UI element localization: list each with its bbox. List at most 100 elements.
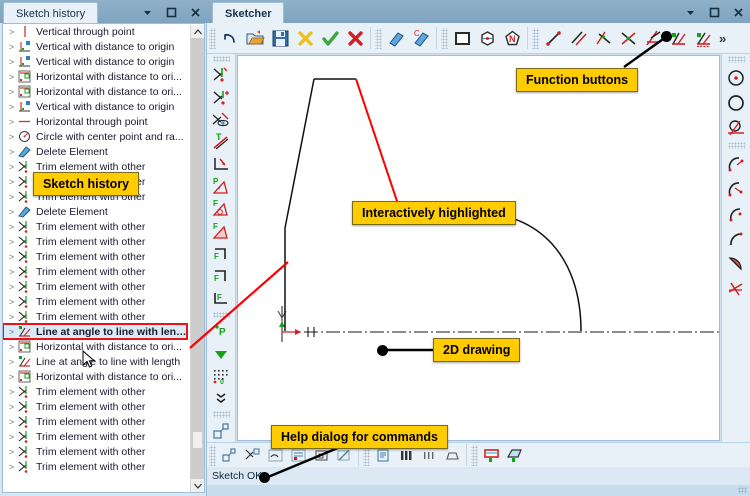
bars-tool[interactable]	[395, 444, 418, 466]
collapse-tool[interactable]	[209, 387, 234, 409]
expand-arrow-icon[interactable]: >	[8, 341, 15, 352]
eraser-button[interactable]	[384, 26, 409, 51]
expand-arrow-icon[interactable]: >	[8, 431, 15, 442]
history-row[interactable]: > Delete Element	[3, 204, 189, 219]
left-toolbar-grip-3[interactable]	[212, 411, 230, 418]
expand-arrow-icon[interactable]: >	[8, 206, 15, 217]
history-row[interactable]: > Line at angle to line with length	[3, 354, 189, 369]
history-row[interactable]: >Trim element with other	[3, 414, 189, 429]
trim-element-other-tool[interactable]	[209, 87, 234, 109]
angle-dim-tool[interactable]: F	[209, 221, 234, 243]
history-row[interactable]: > Horizontal with distance to ori...	[3, 369, 189, 384]
circle-center-tool[interactable]	[724, 65, 749, 90]
rectangle-select-tool[interactable]	[218, 444, 241, 466]
mirror-tool[interactable]	[333, 444, 356, 466]
circle-tangent-tool[interactable]	[724, 115, 749, 140]
expand-arrow-icon[interactable]: >	[8, 386, 15, 397]
history-row[interactable]: >Trim element with other	[3, 279, 189, 294]
history-row[interactable]: > Vertical with distance to origin	[3, 99, 189, 114]
expand-arrow-icon[interactable]: >	[8, 356, 15, 367]
line-through-point-button[interactable]	[591, 26, 616, 51]
sketch-canvas[interactable]	[237, 55, 720, 441]
view-iso-tool[interactable]	[503, 444, 526, 466]
sketcher-dropdown-arrow-icon[interactable]	[683, 5, 698, 20]
history-row[interactable]: > Horizontal with distance to ori...	[3, 339, 189, 354]
corner-tool[interactable]	[209, 154, 234, 176]
history-row[interactable]: > Delete Element	[3, 144, 189, 159]
expand-arrow-icon[interactable]: >	[8, 116, 15, 127]
history-row[interactable]: >Trim element with other	[3, 234, 189, 249]
expand-arrow-icon[interactable]: >	[8, 251, 15, 262]
expand-arrow-icon[interactable]: >	[8, 236, 15, 247]
history-row[interactable]: >Trim element with other	[3, 249, 189, 264]
toolbar-grip-4[interactable]	[532, 27, 539, 49]
resize-grip[interactable]	[738, 487, 747, 494]
toolbar-grip-3[interactable]	[441, 27, 448, 49]
history-row[interactable]: > Horizontal through point	[3, 114, 189, 129]
expand-arrow-icon[interactable]: >	[8, 26, 15, 37]
expand-arrow-icon[interactable]: >	[8, 401, 15, 412]
expand-arrow-icon[interactable]: >	[8, 146, 15, 157]
expand-arrow-icon[interactable]: >	[8, 86, 15, 97]
bottom-toolbar-grip[interactable]	[209, 444, 216, 466]
arc-sector-tool[interactable]	[724, 251, 749, 276]
scroll-up-icon[interactable]	[191, 25, 204, 38]
fix-corner-alt-tool[interactable]: F	[209, 265, 234, 287]
sketcher-close-icon[interactable]	[731, 5, 746, 20]
trim-multiple-tool[interactable]	[209, 109, 234, 131]
arc-endpoint-tool[interactable]	[724, 201, 749, 226]
history-row[interactable]: >Trim element with other	[3, 459, 189, 474]
history-row[interactable]: > Vertical with distance to origin	[3, 39, 189, 54]
history-row[interactable]: >Trim element with other	[3, 444, 189, 459]
history-row[interactable]: > Horizontal with distance to ori...	[3, 69, 189, 84]
history-dropdown-arrow-icon[interactable]	[140, 5, 155, 20]
history-row[interactable]: >Trim element with other	[3, 174, 189, 189]
history-row-selected[interactable]: > Line at angle to line with length	[3, 323, 188, 340]
expand-arrow-icon[interactable]: >	[8, 296, 15, 307]
arc-center-tool[interactable]	[724, 151, 749, 176]
line-intersection-button[interactable]	[616, 26, 641, 51]
history-row[interactable]: > Vertical with distance to origin	[3, 54, 189, 69]
columns-tool[interactable]	[418, 444, 441, 466]
scrollbar-thumb[interactable]	[192, 431, 203, 449]
expand-arrow-icon[interactable]: >	[8, 266, 15, 277]
right-toolbar-grip-2[interactable]	[727, 142, 745, 149]
line-angle-button[interactable]	[641, 26, 666, 51]
rectangle-button[interactable]	[450, 26, 475, 51]
shape-tool[interactable]	[441, 444, 464, 466]
dropdown-tool[interactable]	[209, 342, 234, 364]
expand-arrow-icon[interactable]: >	[8, 311, 15, 322]
sketcher-tab[interactable]: Sketcher	[212, 2, 285, 24]
cancel-button[interactable]	[293, 26, 318, 51]
line-angle-length-button[interactable]	[691, 26, 716, 51]
expand-arrow-icon[interactable]: >	[8, 221, 15, 232]
bottom-toolbar-grip-3[interactable]	[471, 444, 478, 466]
undo-button[interactable]	[218, 26, 243, 51]
history-row[interactable]: >Trim element with other	[3, 219, 189, 234]
history-row[interactable]: >Trim element with other	[3, 294, 189, 309]
accept-button[interactable]	[318, 26, 343, 51]
history-row[interactable]: >Trim element with other	[3, 189, 189, 204]
expand-arrow-icon[interactable]: >	[8, 371, 15, 382]
expand-arrow-icon[interactable]: >	[8, 101, 15, 112]
history-row[interactable]: >Trim element with other	[3, 159, 189, 174]
expand-arrow-icon[interactable]: >	[8, 446, 15, 457]
toolbar-grip[interactable]	[209, 27, 216, 49]
history-row[interactable]: >Trim element with other	[3, 309, 189, 324]
angle-fix-tool[interactable]: F	[209, 198, 234, 220]
history-row[interactable]: > Vertical through point	[3, 24, 189, 39]
open-button[interactable]	[243, 26, 268, 51]
expand-arrow-icon[interactable]: >	[8, 71, 15, 82]
parallel-line-button[interactable]	[566, 26, 591, 51]
page-tool[interactable]	[372, 444, 395, 466]
arc-3point-tool[interactable]	[724, 176, 749, 201]
toolbar-grip-2[interactable]	[375, 27, 382, 49]
grid-tool[interactable]: 0	[209, 365, 234, 387]
tangent-line-tool[interactable]: T	[209, 131, 234, 153]
scroll-down-icon[interactable]	[191, 479, 204, 492]
bottom-toolbar-grip-2[interactable]	[363, 444, 370, 466]
angle-point-tool[interactable]: P	[209, 176, 234, 198]
sketch-history-list[interactable]: > Vertical through point > Vertical with di…	[2, 23, 205, 493]
expand-arrow-icon[interactable]: >	[8, 461, 15, 472]
exit-button[interactable]	[343, 26, 368, 51]
